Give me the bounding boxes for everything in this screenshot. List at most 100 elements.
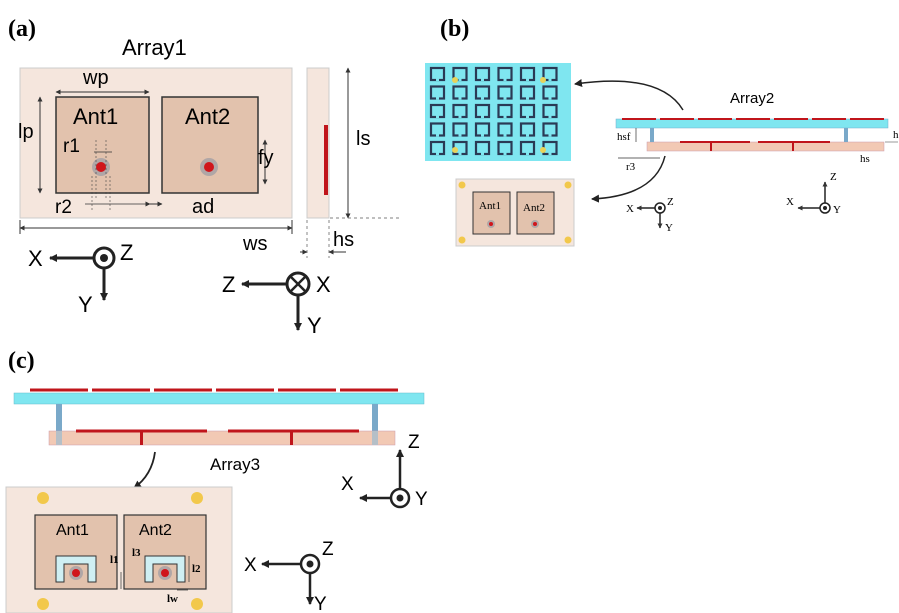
axis-z-label: Z — [408, 432, 420, 453]
curved-arrow-c — [133, 451, 156, 489]
meta-cell-gap — [436, 151, 439, 155]
meta-cell-gap — [503, 114, 507, 118]
corner-post-br — [564, 236, 572, 244]
axis-x-label: X — [626, 203, 634, 215]
axis-z-label: Z — [322, 539, 334, 560]
panel-c-label: (c) — [8, 348, 35, 374]
meta-cell-gap — [481, 77, 484, 81]
meta-cell-gap — [526, 114, 529, 118]
array1-side-substrate — [306, 67, 330, 219]
curved-arrow-bottom — [591, 155, 666, 203]
meta-cell-gap — [481, 151, 484, 155]
meta-cell-gap — [503, 151, 507, 155]
hs-label-b: hs — [860, 153, 870, 165]
axis-y-label: Y — [415, 489, 428, 510]
support-post-left-c — [56, 404, 62, 431]
ant2-feed-pin — [204, 162, 214, 172]
meta-post — [540, 147, 546, 153]
wp-label: wp — [82, 67, 109, 89]
meta-cell-gap — [458, 132, 462, 137]
array2-superstrate — [615, 118, 889, 129]
axis-y-label: Y — [78, 292, 93, 317]
axes-triad-c2: X Z Y — [244, 539, 334, 613]
meta-post — [452, 77, 458, 83]
array1-title: Array1 — [122, 35, 187, 60]
panel-a: (a) Array1 Ant1 Ant2 wp lp r1 r2 fy — [8, 16, 400, 338]
ant1-label-b: Ant1 — [479, 200, 501, 212]
meta-cell-gap — [548, 151, 552, 155]
panel-b: (b) Array2 hsf r3 hs h Ant1 — [425, 16, 899, 247]
panel-b-label: (b) — [440, 16, 469, 42]
ant2-u-slot — [144, 555, 186, 583]
axis-x-label: X — [316, 272, 331, 297]
meta-cell-gap — [458, 77, 462, 81]
lw-label: lw — [167, 593, 178, 605]
axes-triad-a2: Z X Y — [222, 271, 331, 338]
axis-x-label: X — [786, 196, 794, 208]
meta-post — [452, 147, 458, 153]
corner-post-br-c — [191, 598, 203, 610]
ant1-u-slot — [55, 555, 97, 583]
array3-feed-2 — [290, 431, 293, 445]
meta-cell-gap — [436, 114, 439, 118]
meta-cell-gap — [458, 95, 462, 100]
support-post-right — [844, 128, 848, 142]
axes-triad-c1: X Z Y — [341, 432, 428, 510]
l3-label: l3 — [132, 547, 141, 559]
ad-label: ad — [192, 196, 214, 218]
meta-cell-gap — [503, 95, 507, 100]
lp-label: lp — [18, 121, 34, 143]
post-base-right — [372, 431, 378, 445]
axis-x-label: X — [244, 555, 257, 576]
array3-title: Array3 — [210, 455, 260, 474]
meta-cell-gap — [548, 114, 552, 118]
fy-label: fy — [258, 147, 274, 169]
axis-z-label: Z — [830, 171, 837, 183]
r3-label: r3 — [626, 161, 636, 173]
hsf-label: hsf — [617, 131, 631, 143]
l1-label: l1 — [110, 554, 119, 566]
array2-substrate-side — [646, 141, 885, 152]
axis-y-label: Y — [314, 594, 327, 613]
axis-x-label: X — [28, 246, 43, 271]
ant2-label: Ant2 — [185, 104, 230, 129]
array3-feed-1 — [140, 431, 143, 445]
meta-cell-gap — [503, 77, 507, 81]
panel-a-label: (a) — [8, 16, 36, 42]
metasurface-cells — [429, 66, 558, 156]
ant1-patch — [55, 96, 150, 194]
corner-post-bl-c — [37, 598, 49, 610]
axis-z-label: Z — [667, 196, 674, 208]
meta-cell-gap — [526, 151, 529, 155]
axis-y-label: Y — [307, 313, 322, 338]
l2-label: l2 — [192, 563, 201, 575]
array2-feed-2 — [792, 142, 794, 151]
ant2-pin-c — [161, 569, 169, 577]
meta-cell-gap — [548, 95, 552, 100]
array3-superstrate — [13, 392, 425, 405]
corner-post-tr-c — [191, 492, 203, 504]
meta-cell-gap — [436, 77, 439, 81]
corner-post-tr — [564, 181, 572, 189]
meta-cell-gap — [436, 132, 439, 137]
ant1-pin-b — [489, 222, 493, 226]
array2-feed-1 — [710, 142, 712, 151]
ant1-feed-pin — [96, 162, 106, 172]
ls-label: ls — [356, 128, 370, 150]
meta-cell-gap — [548, 77, 552, 81]
meta-post — [540, 77, 546, 83]
r2-label: r2 — [55, 197, 72, 218]
hs-label: hs — [333, 229, 354, 251]
array3-substrate-side — [48, 430, 396, 446]
array2-title: Array2 — [730, 90, 774, 107]
ant2-pin-b — [533, 222, 537, 226]
corner-post-bl — [458, 236, 466, 244]
meta-cell-gap — [481, 114, 484, 118]
meta-cell-gap — [503, 132, 507, 137]
ant2-label-b: Ant2 — [523, 202, 545, 214]
r1-label: r1 — [63, 136, 80, 157]
ant1-label: Ant1 — [73, 104, 118, 129]
axis-z-label: Z — [222, 272, 235, 297]
axis-z-label: Z — [120, 240, 133, 265]
